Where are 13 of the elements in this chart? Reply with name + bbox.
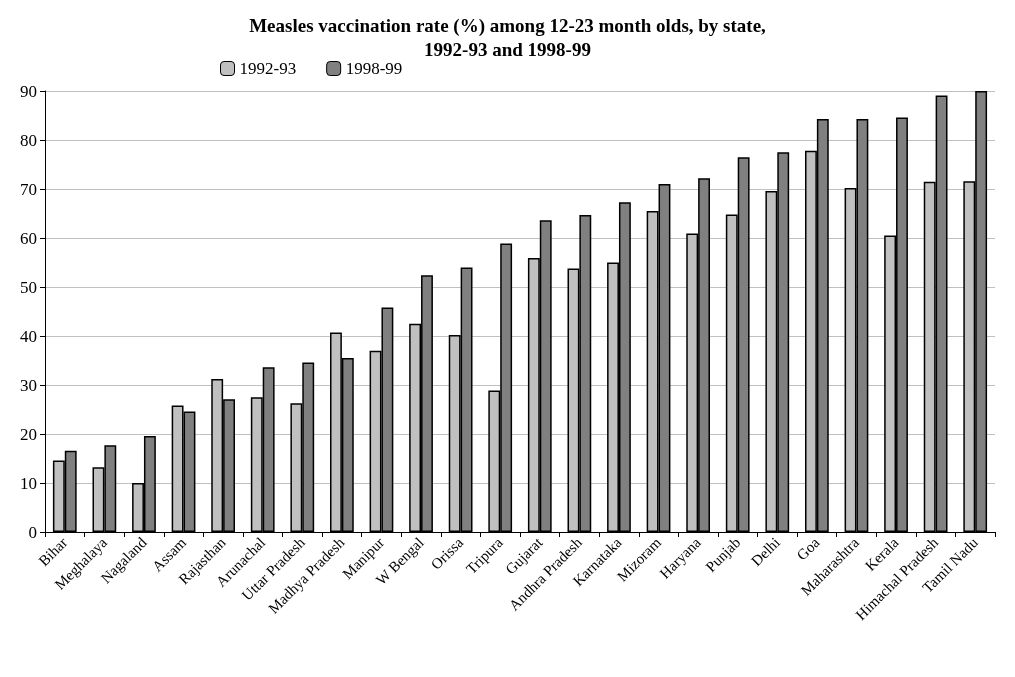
y-tick-label: 0 [28,522,37,542]
y-tick-label: 40 [20,326,37,346]
y-tick-label: 20 [20,424,37,444]
y-tick-label: 50 [20,277,37,297]
y-tick-label: 60 [20,228,37,248]
chart-title: Measles vaccination rate (%) among 12-23 month olds, by state, 1992-93 and 1998-99 [249,14,767,60]
y-tick-label: 90 [20,81,37,101]
y-tick-label: 10 [20,473,37,493]
legend-label: 1998-99 [345,59,403,78]
y-tick-label: 30 [20,375,37,395]
y-tick-label: 70 [20,179,37,199]
y-tick-label: 80 [20,130,37,150]
legend-label: 1992-93 [239,59,297,78]
